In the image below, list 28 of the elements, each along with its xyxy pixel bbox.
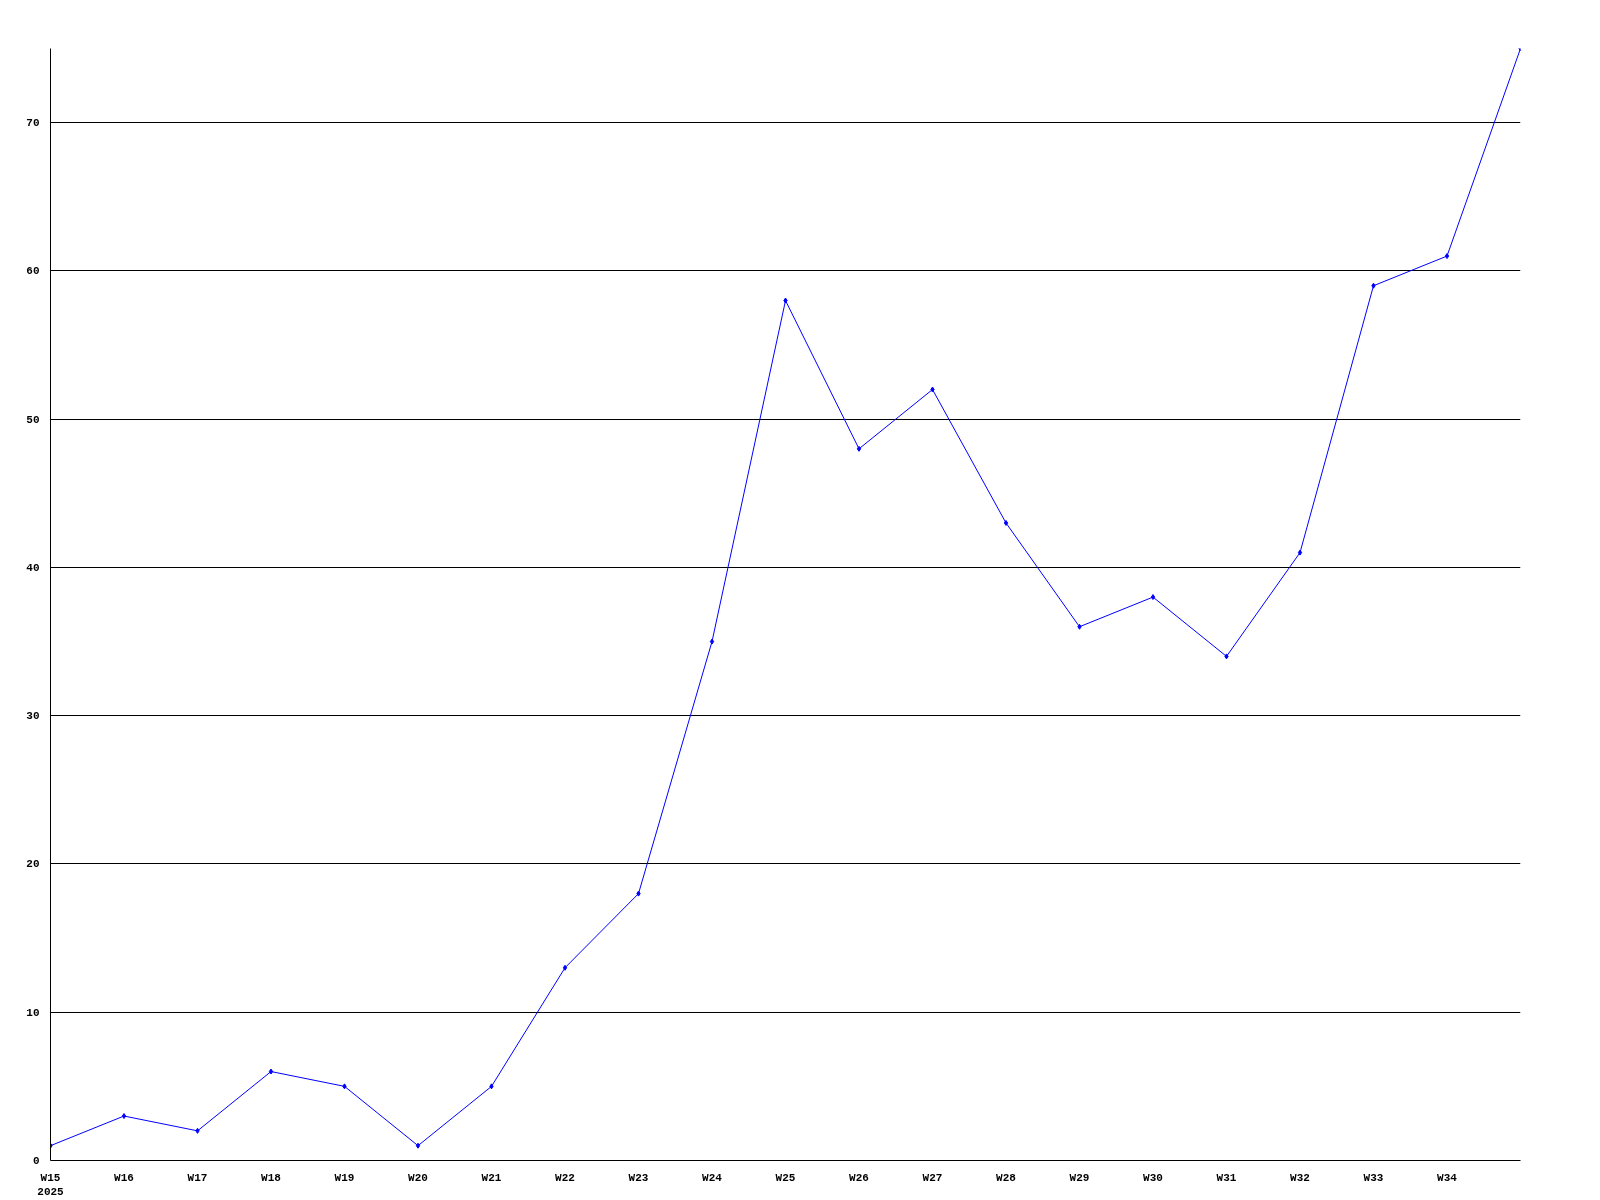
y-tick-label: 30 [26, 710, 40, 723]
x-tick-label: W31 [1216, 1171, 1237, 1184]
y-tick-label: 60 [26, 265, 40, 278]
y-tick-label: 40 [26, 561, 40, 574]
x-tick-label: W24 [702, 1171, 723, 1184]
x-tick-label: W17 [187, 1171, 208, 1184]
x-tick-label: W23 [628, 1171, 649, 1184]
x-tick-label: W16 [114, 1171, 134, 1184]
y-tick-label: 20 [26, 858, 40, 871]
y-tick-label: 70 [26, 117, 40, 130]
x-tick-label: W34 [1437, 1171, 1458, 1184]
x-tick-label: W15 2025 [37, 1171, 65, 1198]
x-tick-label: W27 [922, 1171, 943, 1184]
x-tick-label: W25 [775, 1171, 796, 1184]
x-tick-label: W30 [1143, 1171, 1163, 1184]
x-tick-label: W19 [334, 1171, 355, 1184]
x-tick-label: W20 [408, 1171, 428, 1184]
x-tick-label: W29 [1069, 1171, 1090, 1184]
y-tick-label: 10 [26, 1006, 40, 1019]
y-tick-label: 0 [32, 1155, 40, 1167]
y-tick-label: 50 [26, 413, 40, 426]
x-tick-label: W21 [481, 1171, 502, 1184]
x-tick-label: W26 [849, 1171, 869, 1184]
x-tick-label: W28 [996, 1171, 1017, 1184]
x-tick-label: W18 [261, 1171, 282, 1184]
x-tick-label: W33 [1363, 1171, 1384, 1184]
x-tick-label: W32 [1290, 1171, 1310, 1184]
x-tick-label: W22 [555, 1171, 575, 1184]
